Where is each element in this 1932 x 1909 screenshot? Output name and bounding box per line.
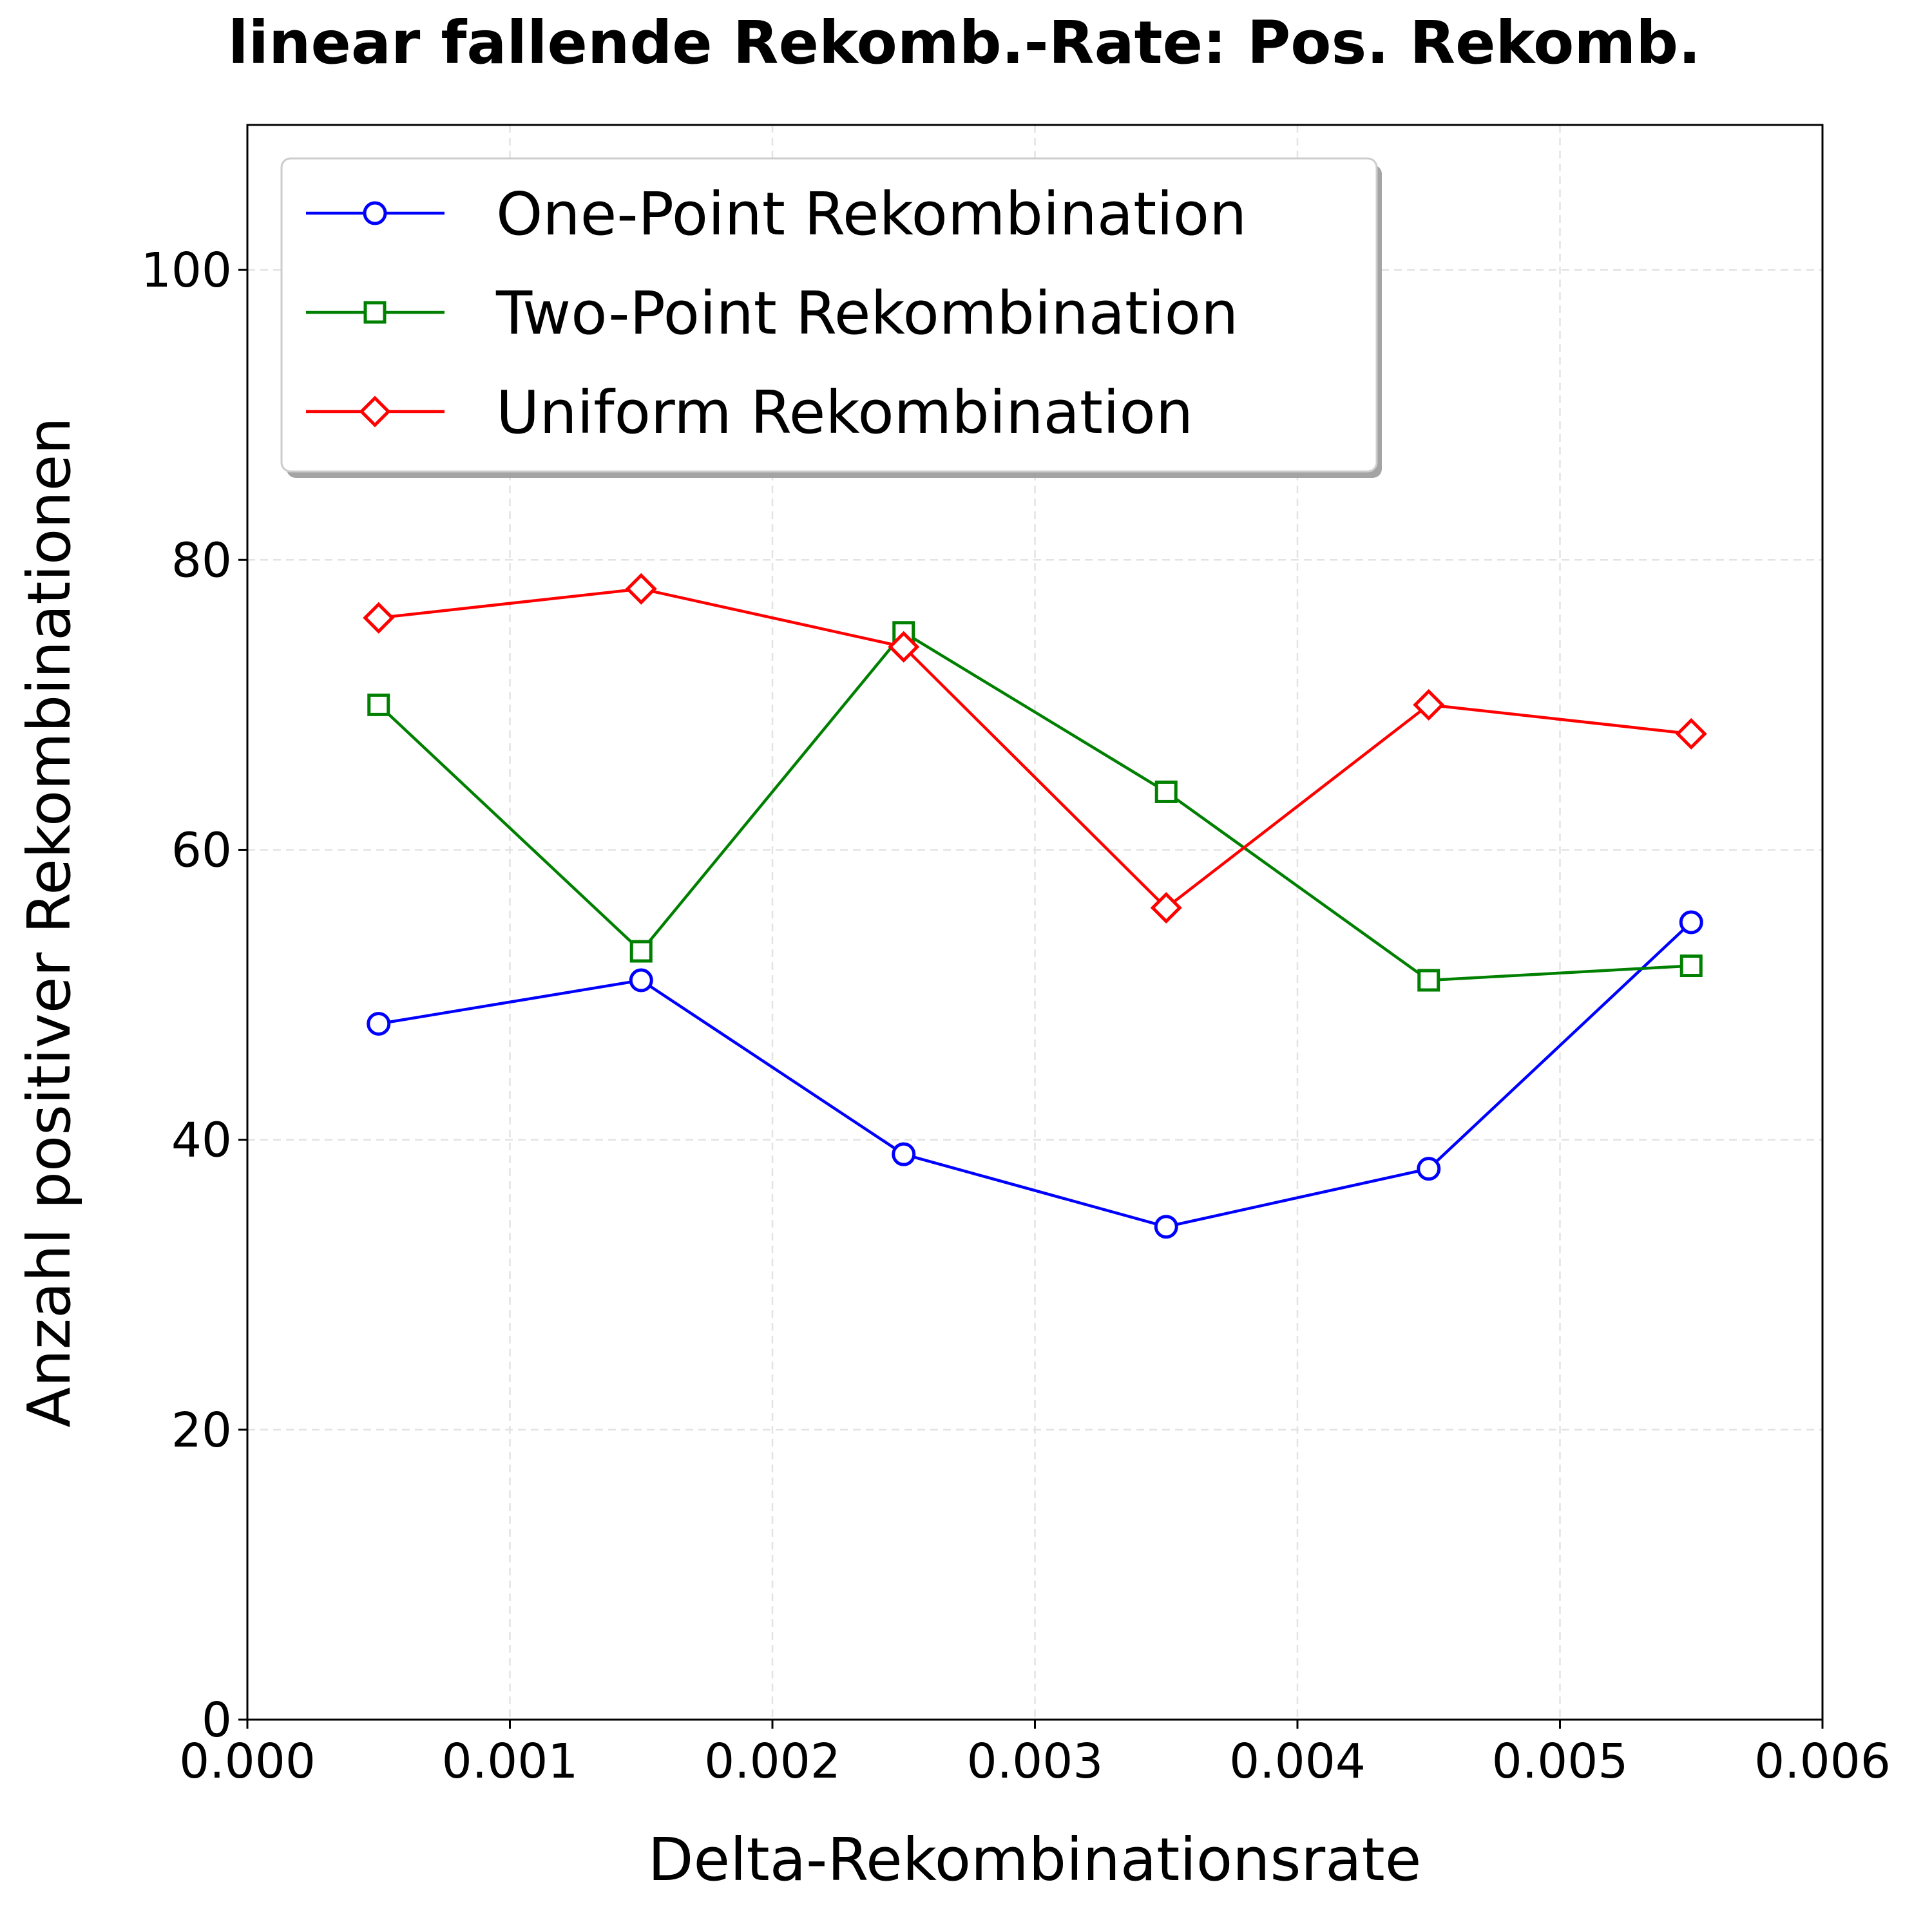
- chart-title: linear fallende Rekomb.-Rate: Pos. Rekom…: [228, 8, 1701, 77]
- y-tick-label: 60: [171, 822, 232, 878]
- y-tick-label: 20: [171, 1403, 232, 1458]
- legend-box: [280, 157, 1378, 473]
- data-point: [888, 631, 920, 663]
- data-point: [625, 573, 657, 605]
- data-point: [1679, 910, 1703, 935]
- series-layer: [363, 573, 1707, 1239]
- series-line: [378, 587, 1692, 909]
- x-tick-label: 0.001: [442, 1734, 579, 1789]
- axis-ticks: 0.000 0.001 0.002 0.003 0.004 0.005 0.006 0 20 40…: [141, 243, 1891, 1789]
- data-point: [1154, 780, 1178, 803]
- y-tick-label: 80: [171, 533, 232, 588]
- y-tick-label: 100: [141, 243, 232, 298]
- data-point: [629, 968, 653, 992]
- x-tick-label: 0.000: [179, 1734, 316, 1789]
- data-point: [363, 602, 395, 634]
- series-diamond: [363, 573, 1707, 924]
- y-tick-label: 0: [202, 1693, 232, 1748]
- data-point: [1675, 717, 1707, 750]
- data-point: [1413, 689, 1445, 721]
- x-tick-label: 0.004: [1229, 1734, 1366, 1789]
- data-point: [1417, 969, 1440, 992]
- data-point: [892, 1142, 916, 1166]
- x-tick-label: 0.005: [1492, 1734, 1629, 1789]
- data-point: [1150, 891, 1182, 924]
- legend-marker: [363, 201, 387, 225]
- x-tick-label: 0.002: [704, 1734, 841, 1789]
- data-point: [367, 1012, 391, 1036]
- series-line: [378, 631, 1692, 982]
- y-tick-label: 40: [171, 1113, 232, 1168]
- legend: One-Point Rekombination Two-Point Rekombi…: [280, 157, 1382, 478]
- series-line: [378, 921, 1692, 1228]
- x-axis-label: Delta-Rekombinationsrate: [648, 1825, 1422, 1894]
- y-axis-label: Anzahl positiver Rekombinationen: [15, 417, 84, 1427]
- data-point: [367, 693, 390, 716]
- x-tick-label: 0.006: [1754, 1734, 1891, 1789]
- data-point: [1417, 1157, 1441, 1181]
- legend-label: Two-Point Rekombination: [495, 279, 1238, 348]
- legend-marker: [359, 395, 391, 428]
- data-point: [629, 940, 653, 963]
- legend-marker: [363, 301, 387, 324]
- legend-label: Uniform Rekombination: [496, 378, 1193, 447]
- data-point: [1679, 955, 1703, 978]
- data-point: [1154, 1215, 1178, 1239]
- legend-label: One-Point Rekombination: [496, 180, 1247, 249]
- x-tick-label: 0.003: [967, 1734, 1104, 1789]
- series-circle: [367, 910, 1703, 1239]
